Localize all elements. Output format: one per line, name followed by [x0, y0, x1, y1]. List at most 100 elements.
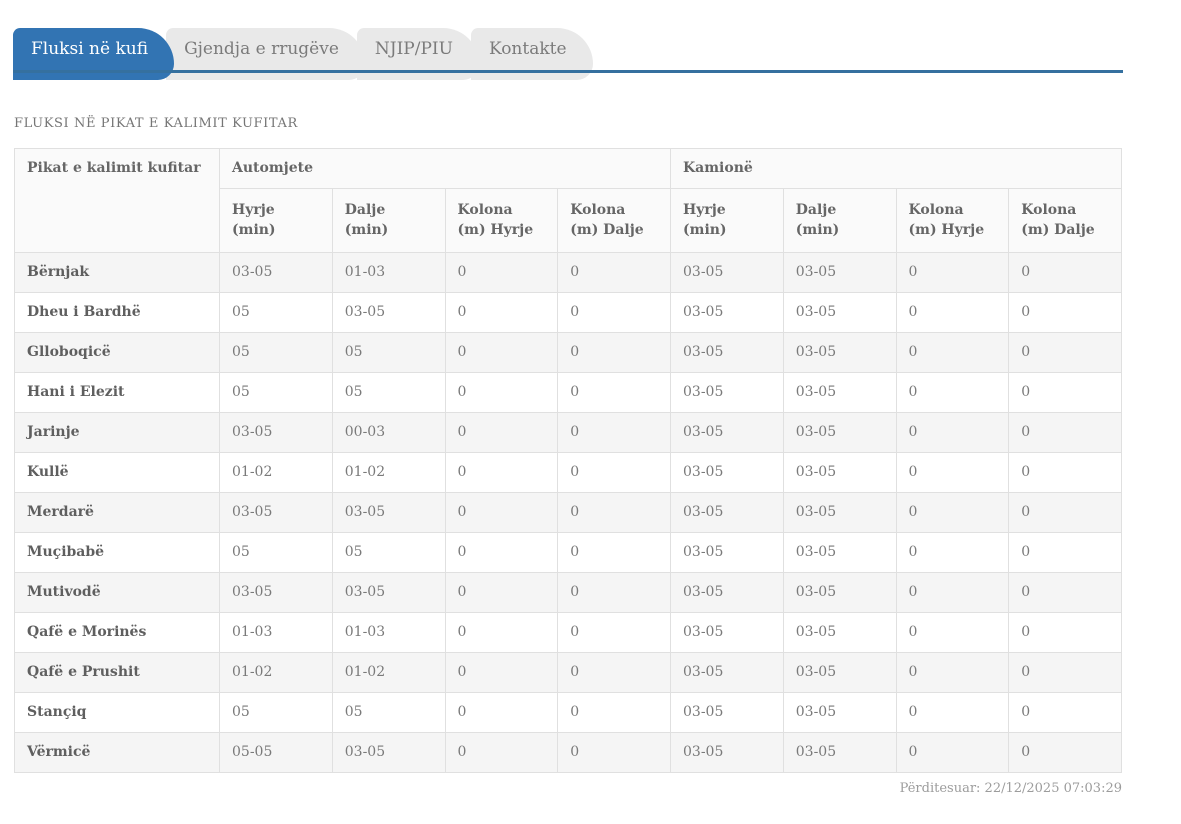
value-cell: 03-05 — [782, 651, 897, 693]
value-cell: 03-05 — [670, 651, 784, 693]
table-row: Mutivodë 03-05 03-05 0 0 03-05 03-05 0 0 — [14, 571, 1122, 613]
column-header-automjete-kolona-m-hyrje: Kolona (m) Hyrje — [444, 188, 559, 253]
value-cell: 0 — [444, 691, 559, 733]
value-cell: 0 — [557, 611, 671, 653]
value-cell: 03-05 — [670, 291, 784, 333]
value-cell: 0 — [444, 651, 559, 693]
column-header-kamione-hyrje-min: Hyrje (min) — [670, 188, 784, 253]
value-cell: 03-05 — [782, 731, 897, 773]
value-cell: 0 — [444, 731, 559, 773]
value-cell: 03-05 — [782, 451, 897, 493]
value-cell: 03-05 — [782, 611, 897, 653]
value-cell: 0 — [895, 651, 1010, 693]
value-cell: 00-03 — [331, 411, 446, 453]
value-cell: 03-05 — [782, 491, 897, 533]
table-row: Glloboqicë 05 05 0 0 03-05 03-05 0 0 — [14, 331, 1122, 373]
value-cell: 05 — [331, 371, 446, 413]
value-cell: 0 — [557, 451, 671, 493]
value-cell: 0 — [895, 371, 1010, 413]
value-cell: 05 — [331, 331, 446, 373]
value-cell: 05 — [219, 691, 333, 733]
value-cell: 03-05 — [670, 331, 784, 373]
value-cell: 0 — [1008, 651, 1122, 693]
value-cell: 01-03 — [331, 611, 446, 653]
value-cell: 0 — [895, 411, 1010, 453]
value-cell: 0 — [444, 531, 559, 573]
value-cell: 0 — [557, 491, 671, 533]
column-header-automjete-dalje-min: Dalje (min) — [331, 188, 446, 253]
value-cell: 0 — [1008, 571, 1122, 613]
crossing-point-name: Merdarë — [14, 491, 220, 533]
value-cell: 01-02 — [331, 451, 446, 493]
value-cell: 01-03 — [219, 611, 333, 653]
value-cell: 0 — [1008, 331, 1122, 373]
group-header-kamione: Kamionë — [670, 148, 1122, 189]
column-header-kamione-kolona-m-dalje: Kolona (m) Dalje — [1008, 188, 1122, 253]
table-row: Bërnjak 03-05 01-03 0 0 03-05 03-05 0 0 — [14, 251, 1122, 293]
value-cell: 0 — [444, 291, 559, 333]
value-cell: 05 — [219, 531, 333, 573]
value-cell: 03-05 — [670, 571, 784, 613]
tab-bar: Fluksi në kufi Gjendja e rrugëve NJIP/PIU K… — [13, 28, 1123, 80]
value-cell: 03-05 — [782, 531, 897, 573]
table-row: Stançiq 05 05 0 0 03-05 03-05 0 0 — [14, 691, 1122, 733]
table-row: Muçibabë 05 05 0 0 03-05 03-05 0 0 — [14, 531, 1122, 573]
last-updated: Përditesuar: 22/12/2025 07:03:29 — [899, 780, 1122, 796]
value-cell: 0 — [444, 451, 559, 493]
value-cell: 0 — [557, 251, 671, 293]
value-cell: 05 — [331, 531, 446, 573]
crossing-point-name: Muçibabë — [14, 531, 220, 573]
value-cell: 0 — [444, 611, 559, 653]
value-cell: 03-05 — [219, 571, 333, 613]
value-cell: 0 — [1008, 731, 1122, 773]
value-cell: 03-05 — [782, 411, 897, 453]
value-cell: 0 — [1008, 251, 1122, 293]
value-cell: 0 — [444, 331, 559, 373]
value-cell: 0 — [557, 531, 671, 573]
value-cell: 0 — [557, 651, 671, 693]
value-cell: 05-05 — [219, 731, 333, 773]
value-cell: 05 — [219, 331, 333, 373]
value-cell: 0 — [444, 251, 559, 293]
column-header-kamione-dalje-min: Dalje (min) — [782, 188, 897, 253]
value-cell: 03-05 — [219, 411, 333, 453]
value-cell: 0 — [1008, 491, 1122, 533]
value-cell: 03-05 — [670, 611, 784, 653]
value-cell: 03-05 — [219, 251, 333, 293]
value-cell: 05 — [219, 371, 333, 413]
crossing-point-name: Dheu i Bardhë — [14, 291, 220, 333]
value-cell: 03-05 — [782, 331, 897, 373]
value-cell: 0 — [444, 371, 559, 413]
value-cell: 03-05 — [782, 251, 897, 293]
value-cell: 0 — [557, 571, 671, 613]
value-cell: 0 — [1008, 611, 1122, 653]
value-cell: 03-05 — [670, 451, 784, 493]
value-cell: 0 — [895, 291, 1010, 333]
value-cell: 0 — [895, 531, 1010, 573]
value-cell: 0 — [1008, 451, 1122, 493]
page-title: FLUKSI NË PIKAT E KALIMIT KUFITAR — [14, 116, 298, 131]
value-cell: 0 — [895, 251, 1010, 293]
value-cell: 03-05 — [670, 731, 784, 773]
value-cell: 0 — [895, 731, 1010, 773]
value-cell: 0 — [557, 731, 671, 773]
crossing-point-name: Qafë e Morinës — [14, 611, 220, 653]
value-cell: 03-05 — [331, 731, 446, 773]
value-cell: 03-05 — [331, 491, 446, 533]
table-row: Hani i Elezit 05 05 0 0 03-05 03-05 0 0 — [14, 371, 1122, 413]
value-cell: 0 — [1008, 371, 1122, 413]
value-cell: 0 — [895, 571, 1010, 613]
value-cell: 0 — [895, 491, 1010, 533]
value-cell: 03-05 — [670, 691, 784, 733]
value-cell: 0 — [895, 451, 1010, 493]
value-cell: 0 — [557, 291, 671, 333]
value-cell: 01-02 — [219, 651, 333, 693]
value-cell: 0 — [895, 611, 1010, 653]
value-cell: 0 — [557, 371, 671, 413]
value-cell: 03-05 — [331, 571, 446, 613]
crossing-point-name: Glloboqicë — [14, 331, 220, 373]
crossing-point-name: Vërmicë — [14, 731, 220, 773]
value-cell: 0 — [444, 491, 559, 533]
value-cell: 0 — [1008, 691, 1122, 733]
crossing-point-name: Hani i Elezit — [14, 371, 220, 413]
